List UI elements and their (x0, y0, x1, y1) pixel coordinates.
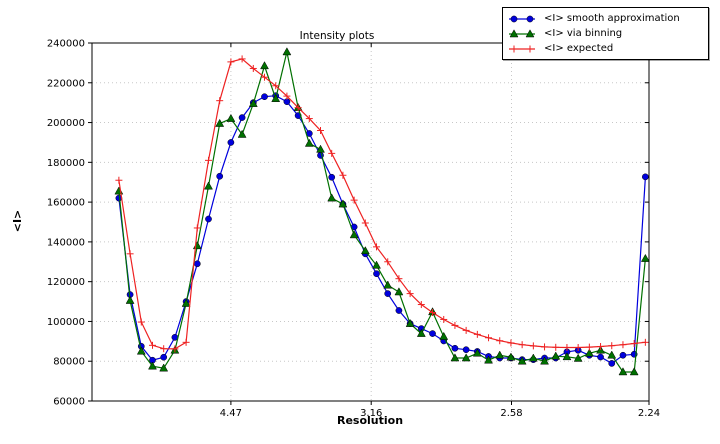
x-tick-label: 3.16 (360, 408, 382, 419)
x-axis-label: Resolution (336, 414, 404, 427)
y-tick-label: 200000 (47, 118, 85, 129)
legend-item-via-binning: <I> via binning (507, 26, 704, 41)
legend-label: <I> via binning (544, 28, 623, 39)
legend-marker-circle-icon (509, 15, 535, 22)
legend: <I> smooth approximation <I> via binning <… (502, 7, 709, 60)
series-line-smooth-approximation (118, 95, 646, 365)
legend-marker-triangle-icon (509, 28, 535, 37)
tick-labels: 60000 80000 100000 120000 140000 160000 180000… (47, 39, 660, 420)
x-tick-label: 4.47 (220, 408, 242, 419)
series-smooth-approximation (115, 92, 649, 367)
legend-item-smooth-approximation: <I> smooth approximation (507, 11, 704, 26)
y-tick-label: 220000 (47, 78, 85, 89)
y-tick-label: 180000 (47, 158, 85, 169)
x-tick-label: 2.58 (500, 408, 522, 419)
series-via-binning (114, 47, 650, 376)
series-line-via-binning (118, 51, 646, 373)
legend-item-expected: <I> expected (507, 41, 704, 56)
legend-label: <I> smooth approximation (544, 13, 680, 24)
y-tick-label: 80000 (53, 357, 85, 368)
axis-ticks (88, 42, 650, 405)
series-line-expected (118, 58, 646, 350)
y-tick-label: 120000 (47, 277, 85, 288)
chart-title: Intensity plots (299, 30, 375, 42)
y-tick-label: 240000 (47, 39, 85, 50)
series-expected (115, 55, 649, 353)
y-axis-label: <I> (11, 209, 24, 233)
x-tick-label: 2.24 (638, 408, 660, 419)
y-tick-label: 60000 (53, 397, 85, 408)
legend-marker-plus-icon (509, 45, 535, 52)
y-tick-label: 140000 (47, 237, 85, 248)
y-tick-label: 160000 (47, 198, 85, 209)
legend-label: <I> expected (544, 43, 614, 54)
plot-border (91, 42, 650, 402)
y-tick-label: 100000 (47, 317, 85, 328)
